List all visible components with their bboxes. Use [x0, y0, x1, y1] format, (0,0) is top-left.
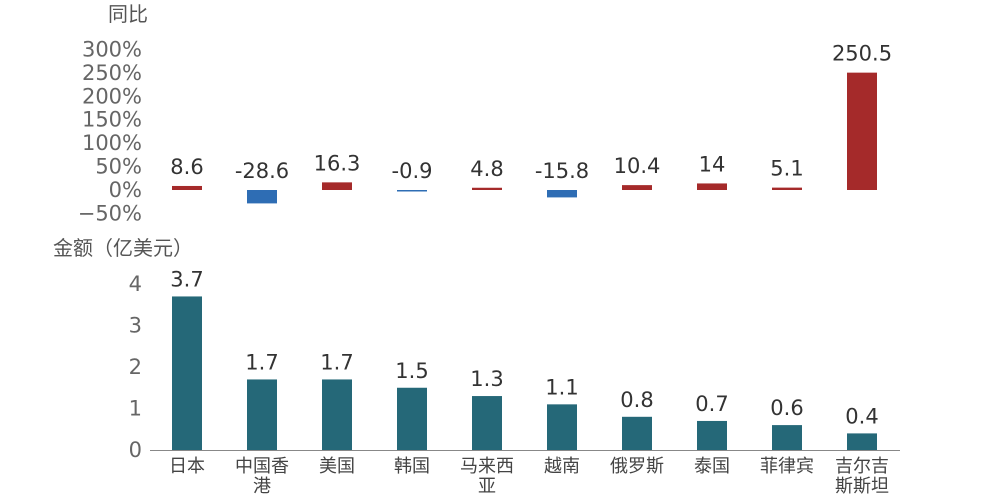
yoy-data-label: 14 [699, 152, 726, 176]
amount-category-label: 吉尔吉斯斯坦 [835, 456, 889, 497]
yoy-bars [172, 72, 877, 204]
amount-data-label: 0.8 [620, 388, 653, 412]
yoy-data-label: 250.5 [832, 42, 892, 66]
amount-category-label: 马来西亚 [460, 456, 514, 497]
yoy-data-labels: 8.6 -28.6 16.3 -0.9 4.8 -15.8 10.4 14 5.1 250.5 [170, 42, 892, 183]
yoy-bar [472, 187, 502, 190]
amount-category-label: 中国香港 [235, 456, 289, 497]
amount-y-tick-label: 0 [129, 438, 142, 462]
yoy-data-label: -0.9 [392, 159, 433, 183]
yoy-data-label: 5.1 [770, 157, 803, 181]
amount-y-tick-label: 3 [129, 314, 142, 338]
amount-y-tick-label: 1 [129, 397, 142, 421]
amount-bar [547, 404, 577, 450]
amount-bar [247, 379, 277, 450]
amount-bars [172, 296, 877, 450]
amount-data-label: 1.5 [395, 359, 428, 383]
amount-data-label: 0.6 [770, 396, 803, 420]
yoy-data-label: 8.6 [170, 155, 203, 179]
yoy-data-label: 16.3 [314, 151, 361, 175]
amount-bar [472, 396, 502, 450]
yoy-bar [397, 190, 427, 192]
yoy-y-tick-label: 250% [82, 61, 142, 85]
amount-bar [772, 425, 802, 450]
amount-y-tick-label: 2 [129, 355, 142, 379]
amount-data-label: 1.3 [470, 367, 503, 391]
yoy-y-tick-label: 300% [82, 37, 142, 61]
amount-data-label: 0.4 [845, 404, 878, 428]
amount-bar [172, 296, 202, 450]
amount-data-labels: 3.7 1.7 1.7 1.5 1.3 1.1 0.8 0.7 0.6 0.4 [170, 267, 878, 428]
amount-category-labels: 日本 中国香港 美国 韩国 马来西亚 越南 俄罗斯 泰国 菲律宾 吉尔吉斯斯坦 [169, 456, 889, 497]
amount-axis-title: 金额（亿美元） [53, 236, 193, 260]
amount-bar [322, 379, 352, 450]
yoy-y-ticks: −50%0%50%100%150%200%250%300% [78, 37, 142, 225]
yoy-y-tick-label: 0% [109, 178, 142, 202]
yoy-bar [847, 72, 877, 190]
amount-y-tick-label: 4 [129, 272, 142, 296]
amount-category-label: 韩国 [394, 456, 430, 477]
amount-data-label: 1.7 [245, 350, 278, 374]
yoy-bar [547, 190, 577, 198]
amount-data-label: 1.7 [320, 350, 353, 374]
yoy-data-label: -28.6 [235, 159, 289, 183]
yoy-bar [697, 183, 727, 190]
amount-category-label: 美国 [319, 456, 355, 477]
yoy-y-tick-label: 50% [95, 155, 142, 179]
yoy-bar [247, 190, 277, 204]
yoy-bar [622, 185, 652, 190]
amount-bar [397, 387, 427, 450]
amount-category-label: 日本 [169, 456, 205, 477]
amount-data-label: 3.7 [170, 267, 203, 291]
amount-category-label: 俄罗斯 [610, 456, 664, 477]
amount-category-label: 泰国 [694, 456, 730, 477]
yoy-y-tick-label: 200% [82, 84, 142, 108]
amount-bar [847, 433, 877, 450]
yoy-axis-title: 同比 [108, 2, 148, 26]
yoy-data-label: -15.8 [535, 159, 589, 183]
yoy-data-label: 10.4 [614, 154, 661, 178]
yoy-chart: 同比 −50%0%50%100%150%200%250%300% 8.6 -28.… [78, 2, 892, 225]
amount-data-label: 1.1 [545, 375, 578, 399]
amount-bar [697, 420, 727, 450]
amount-y-ticks: 0 1 2 3 4 [129, 272, 142, 462]
yoy-bar [772, 187, 802, 190]
yoy-data-label: 4.8 [470, 157, 503, 181]
amount-chart: 金额（亿美元） 0 1 2 3 4 3.7 1.7 1.7 1.5 1.3 1.1 0.8 0.7 0.… [53, 236, 900, 497]
amount-category-label: 越南 [544, 456, 580, 477]
yoy-bar [172, 185, 202, 190]
yoy-y-tick-label: 150% [82, 108, 142, 132]
yoy-bar [322, 182, 352, 190]
amount-bar [622, 416, 652, 450]
yoy-y-tick-label: −50% [78, 201, 142, 225]
amount-category-label: 菲律宾 [760, 456, 814, 477]
amount-data-label: 0.7 [695, 392, 728, 416]
yoy-y-tick-label: 100% [82, 131, 142, 155]
